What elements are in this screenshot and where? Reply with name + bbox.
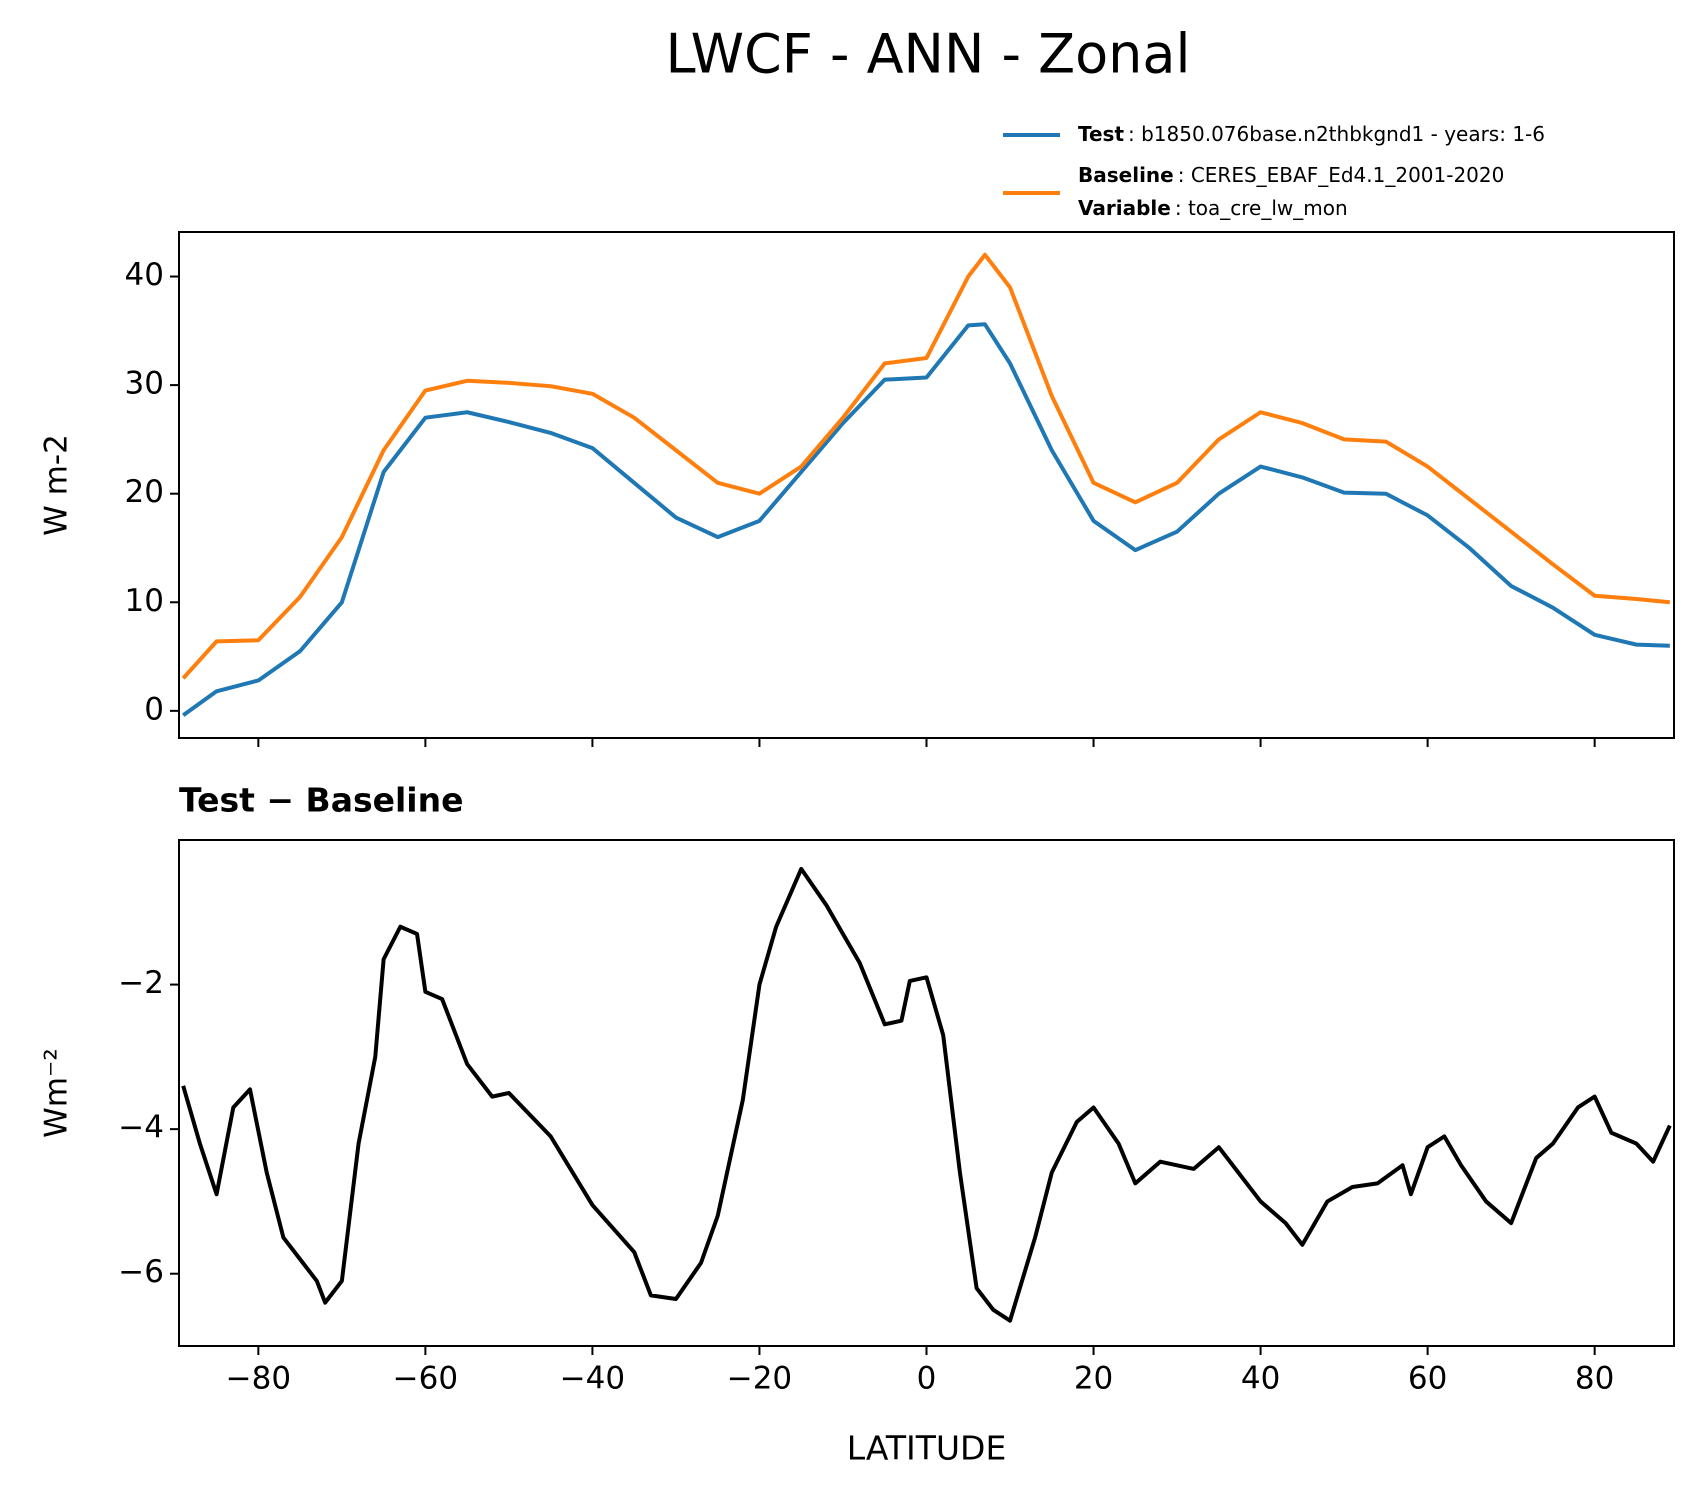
legend-entry: Baseline: CERES_EBAF_Ed4.1_2001-2020 xyxy=(1078,163,1504,187)
y-tick-label: 30 xyxy=(125,366,164,402)
data-line xyxy=(182,322,1670,717)
panel-title: Test − Baseline xyxy=(179,781,464,820)
y-axis-label: Wm⁻² xyxy=(39,1048,75,1138)
x-tick-label: 20 xyxy=(1074,1361,1113,1397)
x-tick-label: −40 xyxy=(560,1361,625,1397)
legend-detail: : b1850.076base.n2thbkgnd1 - years: 1-6 xyxy=(1128,122,1545,146)
x-tick-label: 80 xyxy=(1575,1361,1614,1397)
y-tick-label: 20 xyxy=(125,474,164,510)
x-tick-label: −20 xyxy=(727,1361,792,1397)
x-tick-label: 40 xyxy=(1241,1361,1280,1397)
legend-entry: Variable: toa_cre_lw_mon xyxy=(1078,196,1348,220)
figure-title: LWCF - ANN - Zonal xyxy=(666,23,1191,86)
y-tick-label: −2 xyxy=(118,965,164,1001)
x-tick-label: −80 xyxy=(226,1361,291,1397)
legend-name: Variable xyxy=(1078,196,1171,220)
x-tick-label: 60 xyxy=(1408,1361,1447,1397)
y-tick-label: 10 xyxy=(125,583,164,619)
y-tick-label: −4 xyxy=(118,1110,164,1146)
y-axis-label: W m-2 xyxy=(39,434,75,536)
legend-detail: : CERES_EBAF_Ed4.1_2001-2020 xyxy=(1178,163,1505,187)
data-line xyxy=(181,252,1671,680)
y-tick-label: −6 xyxy=(118,1254,164,1290)
x-tick-label: 0 xyxy=(917,1361,937,1397)
x-axis-label: LATITUDE xyxy=(847,1429,1007,1468)
y-tick-label: 0 xyxy=(144,691,164,727)
legend-entry: Test: b1850.076base.n2thbkgnd1 - years: … xyxy=(1078,122,1545,146)
axes-frame xyxy=(178,839,1675,1347)
legend-detail: : toa_cre_lw_mon xyxy=(1175,196,1348,220)
x-tick-label: −60 xyxy=(393,1361,458,1397)
data-line xyxy=(181,866,1672,1323)
legend-name: Baseline xyxy=(1078,163,1174,187)
y-tick-label: 40 xyxy=(125,257,164,293)
legend-name: Test xyxy=(1078,122,1124,146)
